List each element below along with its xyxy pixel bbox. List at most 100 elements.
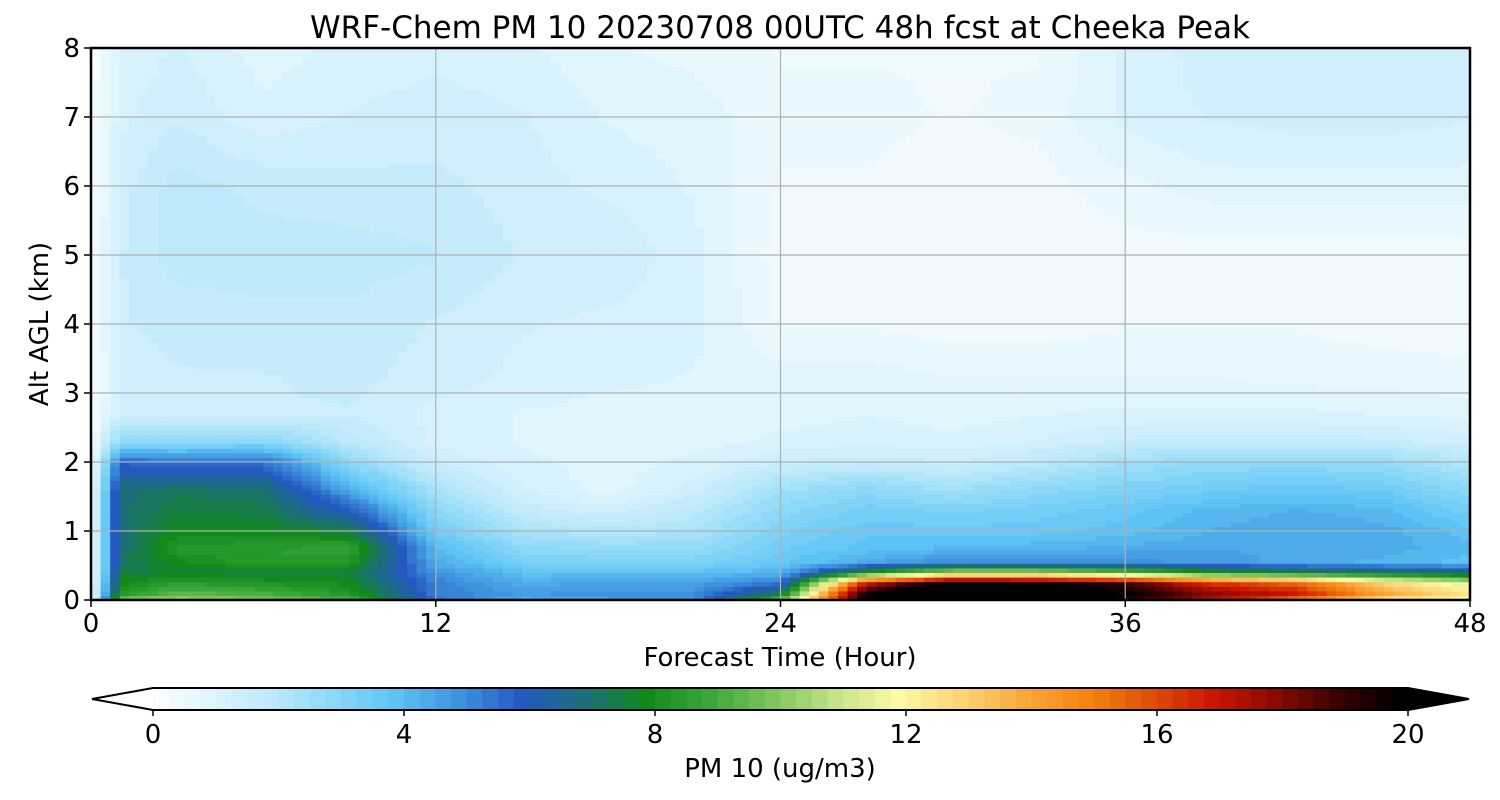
heatmap-cell	[119, 531, 130, 537]
heatmap-cell	[761, 475, 772, 481]
heatmap-cell	[1106, 563, 1117, 569]
heatmap-cell	[493, 577, 504, 583]
heatmap-cell	[1058, 457, 1069, 463]
heatmap-cell	[320, 480, 332, 486]
heatmap-cell	[1230, 563, 1241, 569]
heatmap-cell	[694, 443, 705, 449]
heatmap-cell	[1144, 535, 1155, 541]
heatmap-cell	[1240, 526, 1251, 532]
heatmap-cell	[1316, 590, 1327, 596]
heatmap-cell	[100, 466, 111, 472]
heatmap-cell	[1029, 549, 1040, 555]
heatmap-cell	[588, 452, 600, 458]
heatmap-cell	[397, 494, 408, 500]
heatmap-cell	[809, 531, 820, 537]
heatmap-cell	[608, 457, 619, 463]
heatmap-cell	[138, 462, 150, 468]
heatmap-cell	[234, 517, 245, 523]
heatmap-cell	[158, 531, 169, 537]
heatmap-cell	[1039, 535, 1050, 541]
heatmap-cell	[1450, 517, 1462, 523]
heatmap-cell	[1288, 508, 1299, 514]
heatmap-cell	[1422, 590, 1433, 596]
heatmap-cell	[531, 508, 542, 514]
heatmap-cell	[1106, 462, 1117, 468]
heatmap-cell	[1201, 457, 1213, 463]
heatmap-cell	[1029, 577, 1040, 583]
heatmap-cell	[1221, 452, 1232, 458]
heatmap-cell	[282, 517, 293, 523]
heatmap-cell	[1364, 572, 1375, 578]
heatmap-cell	[483, 535, 494, 541]
heatmap-cell	[1249, 540, 1260, 546]
heatmap-cell	[579, 475, 590, 481]
heatmap-cell	[1402, 581, 1414, 587]
heatmap-cell	[885, 517, 897, 523]
heatmap-cell	[895, 577, 906, 583]
heatmap-cell	[1173, 540, 1184, 546]
heatmap-cell	[885, 475, 897, 481]
heatmap-cell	[474, 535, 485, 541]
heatmap-cell	[1058, 448, 1069, 454]
heatmap-cell	[292, 439, 303, 445]
heatmap-cell	[215, 558, 226, 564]
heatmap-cell	[521, 494, 533, 500]
heatmap-cell	[272, 466, 284, 472]
heatmap-cell	[809, 554, 820, 560]
heatmap-cell	[330, 462, 341, 468]
heatmap-cell	[521, 517, 533, 523]
heatmap-cell	[1039, 466, 1050, 472]
heatmap-cell	[1240, 443, 1251, 449]
heatmap-cell	[138, 577, 150, 583]
heatmap-cell	[694, 531, 705, 537]
heatmap-cell	[703, 586, 715, 592]
heatmap-cell	[972, 457, 983, 463]
heatmap-cell	[991, 577, 1002, 583]
heatmap-cell	[675, 590, 686, 596]
heatmap-cell	[1307, 448, 1318, 454]
heatmap-cell	[531, 448, 542, 454]
heatmap-cell	[253, 526, 264, 532]
heatmap-cell	[416, 586, 427, 592]
heatmap-cell	[339, 480, 351, 486]
heatmap-cell	[646, 544, 657, 550]
heatmap-cell	[703, 590, 715, 596]
heatmap-cell	[397, 554, 408, 560]
heatmap-cell	[330, 498, 341, 504]
heatmap-cell	[407, 577, 418, 583]
heatmap-cell	[464, 544, 475, 550]
heatmap-cell	[742, 535, 753, 541]
heatmap-cell	[349, 462, 360, 468]
heatmap-cell	[138, 558, 150, 564]
heatmap-cell	[186, 494, 197, 500]
heatmap-cell	[445, 563, 456, 569]
heatmap-cell	[588, 512, 600, 518]
heatmap-cell	[320, 590, 332, 596]
heatmap-cell	[1441, 535, 1452, 541]
heatmap-cell	[1268, 586, 1280, 592]
heatmap-cell	[177, 503, 188, 509]
heatmap-cell	[1106, 595, 1117, 601]
heatmap-cell	[550, 535, 561, 541]
heatmap-cell	[1326, 535, 1337, 541]
heatmap-cell	[454, 508, 466, 514]
heatmap-cell	[1029, 572, 1040, 578]
heatmap-cell	[167, 462, 178, 468]
heatmap-cell	[1326, 526, 1337, 532]
heatmap-cell	[272, 443, 284, 449]
heatmap-cell	[665, 531, 676, 537]
heatmap-cell	[1134, 466, 1146, 472]
heatmap-cell	[531, 554, 542, 560]
heatmap-cell	[770, 563, 782, 569]
heatmap-cell	[512, 590, 523, 596]
heatmap-cell	[1077, 489, 1088, 495]
heatmap-cell	[426, 531, 437, 537]
heatmap-cell	[904, 567, 916, 573]
heatmap-cell	[809, 572, 820, 578]
heatmap-cell	[828, 563, 839, 569]
heatmap-cell	[349, 466, 360, 472]
heatmap-cell	[914, 512, 925, 518]
heatmap-cell	[1058, 494, 1069, 500]
heatmap-cell	[1029, 595, 1040, 601]
heatmap-cell	[359, 457, 370, 463]
